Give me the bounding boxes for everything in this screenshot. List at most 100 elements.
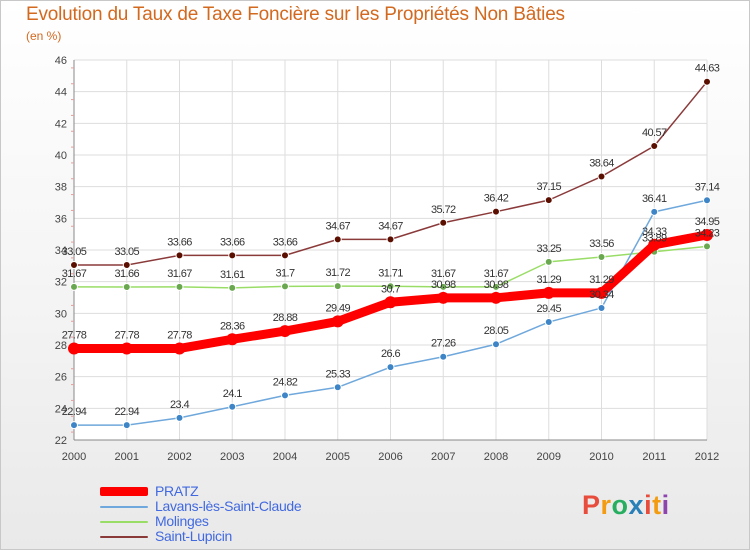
data-point: [703, 77, 711, 86]
data-point: [70, 261, 78, 270]
data-point: [279, 325, 291, 338]
data-point: [333, 383, 342, 392]
data-label: 33.25: [536, 243, 561, 255]
data-point: [175, 282, 184, 291]
data-label: 31.67: [484, 268, 509, 280]
data-point: [228, 283, 237, 292]
data-label: 31.72: [325, 267, 350, 279]
x-tick-label: 2004: [273, 451, 297, 463]
legend-item: Molinges: [100, 513, 360, 529]
data-label: 28.05: [484, 325, 509, 337]
data-label: 33.66: [167, 236, 192, 248]
legend-swatch: [100, 514, 148, 529]
x-tick-label: 2000: [62, 451, 86, 463]
data-point: [703, 196, 711, 205]
y-tick-label: 44: [55, 87, 67, 99]
brand-letter: i: [661, 490, 670, 520]
y-tick-label: 46: [55, 55, 67, 67]
data-point: [175, 413, 184, 422]
data-point: [333, 235, 342, 244]
legend-item: Saint-Lupicin: [100, 528, 360, 544]
data-label: 36.41: [642, 193, 667, 205]
data-label: 31.29: [536, 274, 561, 286]
data-label: 34.33: [642, 226, 667, 238]
data-point: [595, 286, 608, 299]
chart-subtitle: (en %): [26, 29, 62, 43]
data-point: [228, 402, 237, 411]
data-point: [650, 141, 659, 150]
data-point: [70, 421, 78, 430]
data-point: [597, 172, 606, 181]
legend-swatch: [100, 484, 148, 499]
data-point: [648, 238, 661, 251]
data-label: 30.98: [431, 279, 456, 291]
data-point: [281, 282, 289, 291]
legend-item: Lavans-lès-Saint-Claude: [100, 498, 360, 514]
data-label: 31.7: [275, 267, 294, 279]
data-label: 31.61: [220, 269, 245, 281]
data-point: [437, 291, 450, 304]
x-tick-label: 2008: [484, 451, 508, 463]
data-point: [333, 282, 342, 291]
x-tick-label: 2007: [431, 451, 455, 463]
data-point: [68, 342, 80, 355]
data-point: [701, 228, 713, 241]
y-tick-label: 28: [55, 340, 67, 352]
data-point: [331, 315, 344, 328]
y-tick-label: 40: [55, 150, 67, 162]
data-label: 28.36: [220, 320, 245, 332]
data-point: [281, 391, 289, 400]
data-label: 28.88: [273, 312, 298, 324]
data-label: 33.05: [114, 246, 139, 258]
data-point: [703, 242, 711, 251]
data-point: [544, 257, 553, 266]
legend-label: Saint-Lupicin: [155, 528, 233, 544]
y-tick-label: 22: [55, 435, 67, 447]
x-tick-label: 2011: [642, 451, 666, 463]
data-label: 38.64: [589, 158, 614, 170]
y-tick-label: 34: [55, 245, 67, 257]
data-label: 31.71: [378, 267, 403, 279]
x-tick-label: 2002: [167, 451, 191, 463]
x-tick-label: 2003: [220, 451, 244, 463]
data-label: 31.66: [114, 268, 139, 280]
brand-letter: r: [600, 490, 612, 520]
data-label: 24.82: [273, 376, 298, 388]
x-tick-label: 2012: [695, 451, 719, 463]
data-point: [439, 352, 448, 361]
y-tick-label: 32: [55, 277, 67, 289]
data-label: 33.66: [220, 236, 245, 248]
data-label: 34.95: [695, 216, 720, 228]
data-point: [597, 252, 606, 261]
data-label: 34.67: [378, 220, 403, 232]
x-tick-label: 2001: [115, 451, 139, 463]
data-label: 31.29: [589, 274, 614, 286]
y-tick-label: 26: [55, 372, 67, 384]
legend-swatch: [100, 499, 148, 514]
data-label: 23.4: [170, 399, 189, 411]
x-tick-label: 2009: [537, 451, 561, 463]
y-tick-label: 38: [55, 182, 67, 194]
data-point: [439, 218, 448, 227]
data-point: [386, 363, 395, 372]
data-point: [175, 251, 184, 260]
x-tick-label: 2010: [589, 451, 613, 463]
data-label: 37.15: [536, 181, 561, 193]
chart-legend: PRATZ Lavans-lès-Saint-Claude Molinges Sain…: [100, 483, 360, 544]
data-point: [597, 303, 606, 312]
data-point: [544, 318, 553, 327]
legend-label: Lavans-lès-Saint-Claude: [155, 498, 302, 514]
brand-letter: i: [644, 490, 653, 520]
data-label: 34.23: [695, 227, 720, 239]
data-label: 33.89: [642, 233, 667, 245]
data-label: 33.66: [273, 236, 298, 248]
data-point: [650, 207, 659, 216]
brand-letter: t: [652, 490, 662, 520]
data-label: 25.33: [325, 368, 350, 380]
data-label: 24.1: [223, 388, 242, 400]
data-label: 27.78: [62, 329, 87, 341]
data-label: 27.26: [431, 338, 456, 350]
data-label: 26.6: [381, 348, 400, 360]
data-label: 35.72: [431, 204, 456, 216]
